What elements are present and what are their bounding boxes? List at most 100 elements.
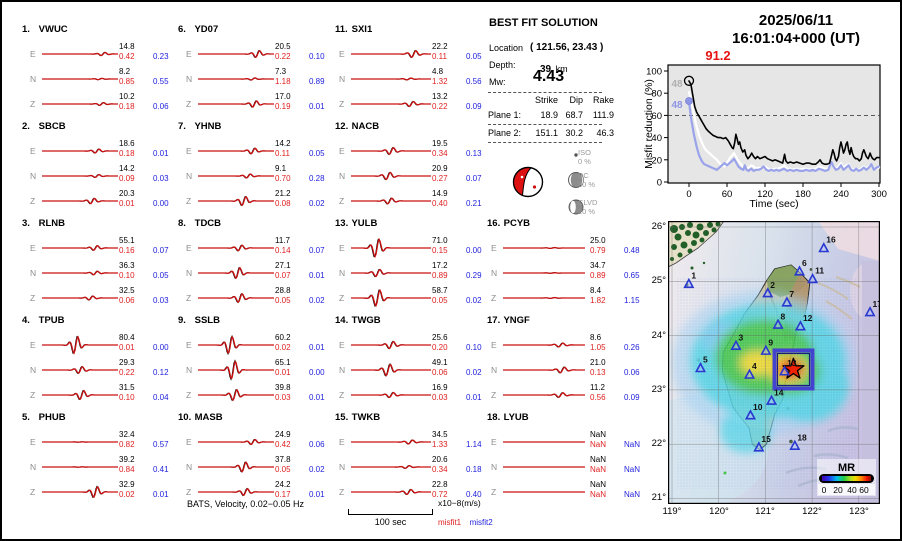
trace-misfit1: 0.11 bbox=[432, 52, 447, 61]
map-lon-tick-label: 123° bbox=[849, 506, 869, 517]
synthetic-trace-path bbox=[351, 439, 431, 445]
station-number-label: 16 bbox=[826, 235, 836, 245]
iso-legend: ISO 0 % bbox=[578, 148, 591, 166]
trace-misfit1: 0.42 bbox=[119, 52, 135, 61]
trace-misfit2: 0.18 bbox=[466, 465, 482, 474]
station-triangle-icon bbox=[781, 296, 793, 307]
trace-component-label: Z bbox=[30, 487, 36, 497]
trace-misfit1: 1.32 bbox=[432, 77, 448, 86]
trace-misfit2: 1.14 bbox=[466, 440, 482, 449]
grid-stipple-texture bbox=[676, 277, 858, 489]
trace-misfit1: 0.34 bbox=[432, 149, 448, 158]
time-scale-bar bbox=[348, 509, 433, 515]
trace-component-label: E bbox=[339, 49, 345, 59]
trace-peak-value: 65.1 bbox=[275, 358, 291, 367]
station-code: TWGB bbox=[349, 315, 381, 326]
trace-peak-value: 22.8 bbox=[432, 480, 448, 489]
plane2-row: Plane 2: 151.1 30.2 46.3 bbox=[488, 128, 614, 138]
trace-component-label: N bbox=[186, 171, 193, 181]
trace-waveform bbox=[198, 147, 274, 155]
station-title: 1. VWUC bbox=[22, 24, 68, 35]
station-title: 17. YNGF bbox=[487, 315, 530, 326]
trace-misfit1: 1.18 bbox=[275, 77, 291, 86]
map-station-marker: 12 bbox=[794, 313, 813, 331]
station-number: 7. bbox=[178, 121, 186, 132]
trace-misfit2: 0.57 bbox=[153, 440, 169, 449]
table-separator-bottom bbox=[488, 142, 602, 143]
trace-waveform bbox=[351, 238, 431, 259]
synthetic-trace-path bbox=[351, 341, 431, 349]
trace-peak-value: 29.3 bbox=[119, 358, 135, 367]
trace-component-label: E bbox=[186, 437, 192, 447]
trace-component-label: Z bbox=[186, 487, 192, 497]
trace-misfit2: 0.05 bbox=[466, 52, 482, 61]
synthetic-trace-path bbox=[351, 101, 431, 107]
trace-component-label: E bbox=[30, 437, 36, 447]
synthetic-trace-path bbox=[503, 392, 585, 398]
map-station-marker: 14 bbox=[765, 387, 784, 405]
trace-misfit1: 0.22 bbox=[275, 52, 291, 61]
trace-misfit1: 0.11 bbox=[275, 149, 290, 158]
trace-waveform bbox=[198, 359, 274, 381]
station-number-label: 17 bbox=[873, 299, 880, 309]
station-code: TDCB bbox=[192, 218, 222, 229]
station-title: 3. RLNB bbox=[22, 218, 65, 229]
colorbar-tick-label: 60 bbox=[859, 485, 869, 495]
trace-waveform bbox=[42, 295, 118, 301]
trace-waveform bbox=[198, 487, 274, 497]
synthetic-trace-path bbox=[42, 389, 118, 401]
trace-misfit1: 0.85 bbox=[119, 77, 135, 86]
map-lon-tick-label: 121° bbox=[755, 506, 775, 517]
trace-waveform bbox=[198, 244, 274, 252]
trace-misfit1: 0.03 bbox=[275, 393, 291, 402]
trace-misfit1: 0.05 bbox=[275, 296, 291, 305]
trace-component-label: N bbox=[30, 365, 37, 375]
station-triangle-icon bbox=[694, 362, 707, 373]
gray-48-annotation: 48 bbox=[671, 79, 683, 90]
trace-component-label: N bbox=[491, 365, 498, 375]
trace-component-label: E bbox=[491, 437, 497, 447]
station-number-label: 1 bbox=[691, 271, 696, 281]
y-tick-label: 0 bbox=[657, 178, 662, 189]
map-lat-tick-label: 23° bbox=[651, 384, 666, 395]
synthetic-trace-path bbox=[198, 388, 274, 402]
station-number-label: 15 bbox=[761, 434, 771, 444]
peak-misfit-annotation: 91.2 bbox=[705, 48, 730, 63]
station-code: NACB bbox=[349, 121, 380, 132]
station-number-label: 12 bbox=[803, 313, 813, 323]
station-title: 11. SXI1 bbox=[335, 24, 372, 35]
trace-waveform bbox=[198, 461, 274, 473]
trace-peak-value: 25.6 bbox=[432, 333, 448, 342]
trace-misfit1: 0.34 bbox=[432, 465, 448, 474]
trace-component-label: N bbox=[491, 268, 498, 278]
trace-peak-value: NaN bbox=[590, 430, 607, 439]
station-number: 1. bbox=[22, 24, 30, 35]
trace-waveform bbox=[42, 335, 118, 355]
mr-colorbar: MR 0 20 40 60 bbox=[817, 459, 876, 496]
trace-misfit2: 0.01 bbox=[466, 393, 482, 402]
y-tick-label: 100 bbox=[646, 67, 662, 78]
trace-waveform bbox=[42, 244, 118, 251]
trace-component-label: Z bbox=[339, 487, 345, 497]
station-code: TWKB bbox=[349, 412, 381, 423]
trace-misfit1: 0.22 bbox=[432, 102, 448, 111]
trace-waveform bbox=[42, 101, 118, 107]
map-lon-tick-label: 122° bbox=[802, 506, 822, 517]
trace-misfit1: 0.03 bbox=[432, 393, 448, 402]
event-datetime: 2025/06/11 16:01:04+000 (UT) bbox=[692, 12, 900, 48]
trace-misfit2: 0.02 bbox=[309, 296, 325, 305]
trace-waveform bbox=[198, 195, 274, 207]
iso-dot-icon bbox=[574, 153, 578, 157]
misfit-legend: misfit1 misfit2 bbox=[438, 512, 493, 530]
dip-header: Dip bbox=[569, 95, 583, 105]
x-tick-label: 60 bbox=[722, 189, 733, 200]
mw-value: 4.43 bbox=[533, 68, 565, 85]
trace-misfit2: 0.00 bbox=[153, 199, 169, 208]
trace-misfit1: 0.06 bbox=[119, 296, 135, 305]
trace-misfit2: 0.56 bbox=[466, 77, 482, 86]
synthetic-trace-path bbox=[198, 147, 274, 155]
trace-peak-value: 31.5 bbox=[119, 383, 135, 392]
trace-peak-value: 37.8 bbox=[275, 455, 291, 464]
trace-misfit1: 0.42 bbox=[275, 440, 291, 449]
station-title: 6. YD07 bbox=[178, 24, 218, 35]
